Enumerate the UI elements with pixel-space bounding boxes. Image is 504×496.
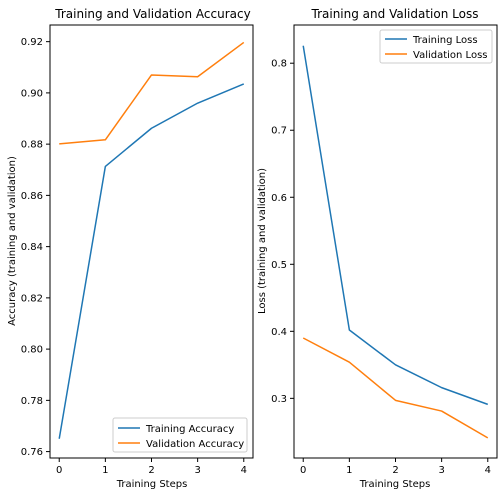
loss-chart-title: Training and Validation Loss — [311, 7, 479, 21]
loss-series-validation-line — [302, 337, 489, 439]
accuracy-plot-area: 0 1 2 3 4 0.76 0.78 0.80 0.82 0.84 0.86 0.88 0.90 0.9… — [21, 37, 247, 476]
accuracy-x-tick-label: 1 — [102, 465, 108, 476]
loss-y-tick-label: 0.5 — [271, 260, 287, 271]
accuracy-x-tick-label: 0 — [56, 465, 62, 476]
loss-x-axis-label: Training Steps — [359, 479, 431, 490]
accuracy-y-tick-label: 0.90 — [21, 88, 43, 99]
loss-axes-frame — [293, 24, 498, 459]
loss-y-tick-label: 0.4 — [271, 327, 287, 338]
accuracy-y-tick-label: 0.86 — [21, 191, 43, 202]
loss-legend-box — [379, 29, 493, 64]
accuracy-y-axis-label: Accuracy (training and validation) — [7, 156, 18, 326]
accuracy-y-tick-label: 0.78 — [21, 396, 43, 407]
accuracy-chart: Training and Validation Accuracy 0 1 2 3 4 0.… — [7, 7, 254, 490]
accuracy-y-tick-label: 0.84 — [21, 242, 43, 253]
loss-legend-val-label: Validation Loss — [413, 50, 488, 61]
loss-legend-train-label: Training Loss — [412, 35, 478, 46]
loss-legend: Training Loss Validation Loss — [379, 29, 493, 64]
loss-y-tick-label: 0.8 — [271, 59, 287, 70]
loss-x-tick-label: 2 — [392, 465, 398, 476]
loss-x-tick-label: 1 — [346, 465, 352, 476]
loss-chart: Training and Validation Loss 0 1 2 3 4 0.3 0.4… — [257, 7, 498, 490]
accuracy-chart-title: Training and Validation Accuracy — [54, 7, 250, 21]
loss-y-axis-label: Loss (training and validation) — [257, 168, 268, 314]
accuracy-y-tick-label: 0.92 — [21, 37, 43, 48]
accuracy-x-tick-label: 4 — [241, 465, 247, 476]
accuracy-y-tick-label: 0.88 — [21, 140, 43, 151]
accuracy-legend-box — [112, 417, 248, 453]
accuracy-y-tick-label: 0.76 — [21, 447, 43, 458]
loss-y-tick-label: 0.6 — [271, 193, 287, 204]
accuracy-x-tick-label: 3 — [194, 465, 200, 476]
accuracy-y-tick-label: 0.80 — [21, 345, 43, 356]
accuracy-legend: Training Accuracy Validation Accuracy — [112, 417, 248, 453]
accuracy-x-tick-label: 2 — [148, 465, 154, 476]
accuracy-axes-frame — [49, 24, 254, 459]
accuracy-series-validation-line — [59, 41, 245, 145]
accuracy-y-tick-label: 0.82 — [21, 293, 43, 304]
loss-x-tick-label: 3 — [438, 465, 444, 476]
loss-y-tick-label: 0.3 — [271, 394, 287, 405]
accuracy-legend-val-label: Validation Accuracy — [146, 439, 244, 450]
loss-series-training-line — [302, 45, 489, 406]
accuracy-x-axis-label: Training Steps — [116, 479, 188, 490]
loss-x-tick-label: 4 — [485, 465, 491, 476]
accuracy-legend-train-label: Training Accuracy — [145, 424, 234, 435]
accuracy-series-training-line — [58, 83, 245, 439]
loss-x-tick-label: 0 — [300, 465, 306, 476]
loss-plot-area: 0 1 2 3 4 0.3 0.4 0.5 0.6 0.7 0.8 — [271, 45, 491, 476]
loss-y-tick-label: 0.7 — [271, 126, 287, 137]
